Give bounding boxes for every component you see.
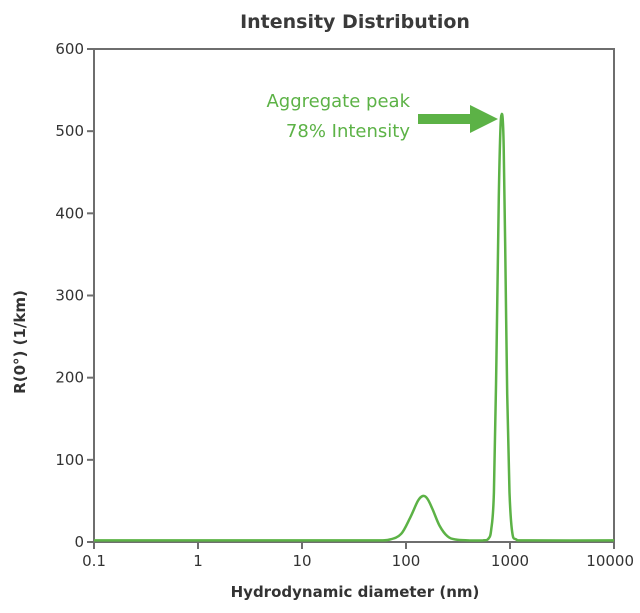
series-line-intensity xyxy=(94,112,615,542)
annotation-line-1: Aggregate peak xyxy=(266,91,410,112)
chart-title: Intensity Distribution xyxy=(240,11,470,33)
y-tick-label: 600 xyxy=(55,40,84,58)
x-tick-label: 0.1 xyxy=(82,552,106,570)
x-tick-label: 100 xyxy=(392,552,421,570)
y-axis-label: R(0°) (1/km) xyxy=(11,290,29,394)
y-tick-label: 500 xyxy=(55,122,84,140)
y-tick-label: 0 xyxy=(74,533,84,551)
y-tick-label: 100 xyxy=(55,451,84,469)
y-tick-label: 200 xyxy=(55,369,84,387)
x-axis-label: Hydrodynamic diameter (nm) xyxy=(231,583,480,601)
annotation-line-2: 78% Intensity xyxy=(286,121,410,142)
x-tick-label: 1 xyxy=(193,552,203,570)
y-tick-label: 300 xyxy=(55,287,84,305)
y-axis-ticks: 0 100 200 300 400 500 600 xyxy=(55,40,94,551)
y-tick-label: 400 xyxy=(55,204,84,222)
x-tick-label: 10000 xyxy=(586,552,634,570)
x-axis-ticks: 0.1 1 10 100 1000 10000 xyxy=(82,542,634,570)
x-tick-label: 10 xyxy=(292,552,311,570)
x-tick-label: 1000 xyxy=(491,552,529,570)
aggregate-peak-annotation: Aggregate peak 78% Intensity xyxy=(266,91,498,142)
annotation-arrow xyxy=(418,105,498,133)
